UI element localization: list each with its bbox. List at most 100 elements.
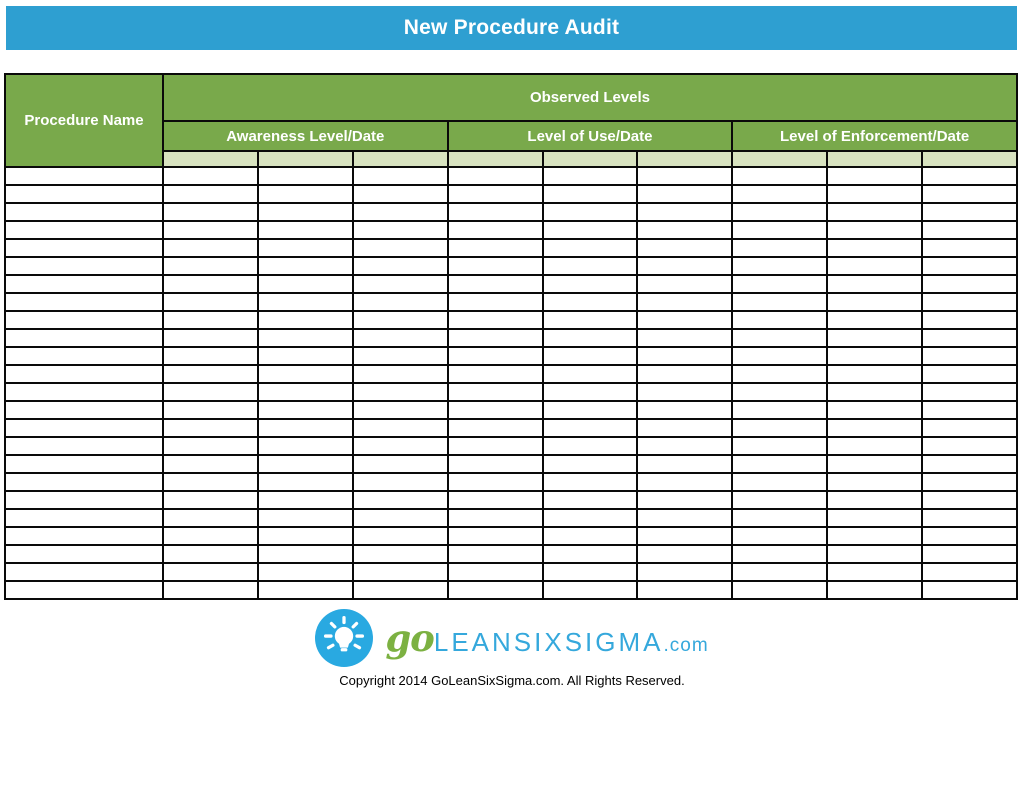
level-cell[interactable] xyxy=(826,580,923,600)
level-cell[interactable] xyxy=(351,454,449,474)
level-cell[interactable] xyxy=(351,544,449,564)
level-cell[interactable] xyxy=(256,580,354,600)
level-cell[interactable] xyxy=(636,436,734,456)
level-cell[interactable] xyxy=(162,436,259,456)
level-cell[interactable] xyxy=(636,526,734,546)
level-cell[interactable] xyxy=(541,292,639,312)
level-cell[interactable] xyxy=(256,436,354,456)
level-cell[interactable] xyxy=(921,418,1018,438)
level-cell[interactable] xyxy=(351,184,449,204)
level-cell[interactable] xyxy=(162,382,259,402)
level-cell[interactable] xyxy=(256,346,354,366)
level-cell[interactable] xyxy=(731,382,829,402)
level-cell[interactable] xyxy=(636,184,734,204)
level-cell[interactable] xyxy=(446,544,544,564)
procedure-name-cell[interactable] xyxy=(4,292,164,312)
level-cell[interactable] xyxy=(541,328,639,348)
level-cell[interactable] xyxy=(921,526,1018,546)
level-cell[interactable] xyxy=(162,508,259,528)
procedure-name-cell[interactable] xyxy=(4,202,164,222)
level-cell[interactable] xyxy=(351,526,449,546)
entry-cell[interactable] xyxy=(162,150,259,168)
level-cell[interactable] xyxy=(921,166,1018,186)
level-cell[interactable] xyxy=(162,328,259,348)
level-cell[interactable] xyxy=(541,256,639,276)
level-cell[interactable] xyxy=(541,364,639,384)
level-cell[interactable] xyxy=(731,256,829,276)
level-cell[interactable] xyxy=(731,562,829,582)
level-cell[interactable] xyxy=(636,310,734,330)
level-cell[interactable] xyxy=(636,328,734,348)
level-cell[interactable] xyxy=(826,238,923,258)
level-cell[interactable] xyxy=(921,274,1018,294)
level-cell[interactable] xyxy=(921,310,1018,330)
procedure-name-cell[interactable] xyxy=(4,328,164,348)
procedure-name-cell[interactable] xyxy=(4,346,164,366)
level-cell[interactable] xyxy=(162,454,259,474)
procedure-name-cell[interactable] xyxy=(4,256,164,276)
level-cell[interactable] xyxy=(162,166,259,186)
entry-cell[interactable] xyxy=(826,150,923,168)
level-cell[interactable] xyxy=(826,256,923,276)
level-cell[interactable] xyxy=(636,256,734,276)
level-cell[interactable] xyxy=(636,562,734,582)
level-cell[interactable] xyxy=(256,220,354,240)
level-cell[interactable] xyxy=(921,490,1018,510)
level-cell[interactable] xyxy=(541,472,639,492)
level-cell[interactable] xyxy=(921,220,1018,240)
level-cell[interactable] xyxy=(446,382,544,402)
level-cell[interactable] xyxy=(826,454,923,474)
level-cell[interactable] xyxy=(826,382,923,402)
level-cell[interactable] xyxy=(826,400,923,420)
level-cell[interactable] xyxy=(256,400,354,420)
level-cell[interactable] xyxy=(826,562,923,582)
level-cell[interactable] xyxy=(541,490,639,510)
level-cell[interactable] xyxy=(541,184,639,204)
level-cell[interactable] xyxy=(921,184,1018,204)
level-cell[interactable] xyxy=(731,292,829,312)
level-cell[interactable] xyxy=(256,562,354,582)
level-cell[interactable] xyxy=(162,184,259,204)
level-cell[interactable] xyxy=(921,400,1018,420)
procedure-name-cell[interactable] xyxy=(4,472,164,492)
level-cell[interactable] xyxy=(921,544,1018,564)
level-cell[interactable] xyxy=(636,580,734,600)
procedure-name-cell[interactable] xyxy=(4,382,164,402)
level-cell[interactable] xyxy=(351,436,449,456)
level-cell[interactable] xyxy=(446,472,544,492)
procedure-name-cell[interactable] xyxy=(4,490,164,510)
level-cell[interactable] xyxy=(731,508,829,528)
level-cell[interactable] xyxy=(826,490,923,510)
level-cell[interactable] xyxy=(921,436,1018,456)
level-cell[interactable] xyxy=(921,364,1018,384)
entry-cell[interactable] xyxy=(256,150,354,168)
level-cell[interactable] xyxy=(731,400,829,420)
level-cell[interactable] xyxy=(826,310,923,330)
level-cell[interactable] xyxy=(256,418,354,438)
level-cell[interactable] xyxy=(731,418,829,438)
level-cell[interactable] xyxy=(636,364,734,384)
level-cell[interactable] xyxy=(162,220,259,240)
level-cell[interactable] xyxy=(826,436,923,456)
level-cell[interactable] xyxy=(256,382,354,402)
level-cell[interactable] xyxy=(731,328,829,348)
level-cell[interactable] xyxy=(826,418,923,438)
level-cell[interactable] xyxy=(256,310,354,330)
level-cell[interactable] xyxy=(256,184,354,204)
level-cell[interactable] xyxy=(636,454,734,474)
level-cell[interactable] xyxy=(351,166,449,186)
level-cell[interactable] xyxy=(826,166,923,186)
level-cell[interactable] xyxy=(731,274,829,294)
level-cell[interactable] xyxy=(351,418,449,438)
level-cell[interactable] xyxy=(446,256,544,276)
level-cell[interactable] xyxy=(446,454,544,474)
level-cell[interactable] xyxy=(921,238,1018,258)
level-cell[interactable] xyxy=(351,508,449,528)
level-cell[interactable] xyxy=(826,184,923,204)
level-cell[interactable] xyxy=(256,526,354,546)
level-cell[interactable] xyxy=(446,292,544,312)
level-cell[interactable] xyxy=(351,292,449,312)
procedure-name-cell[interactable] xyxy=(4,562,164,582)
level-cell[interactable] xyxy=(636,508,734,528)
level-cell[interactable] xyxy=(162,292,259,312)
